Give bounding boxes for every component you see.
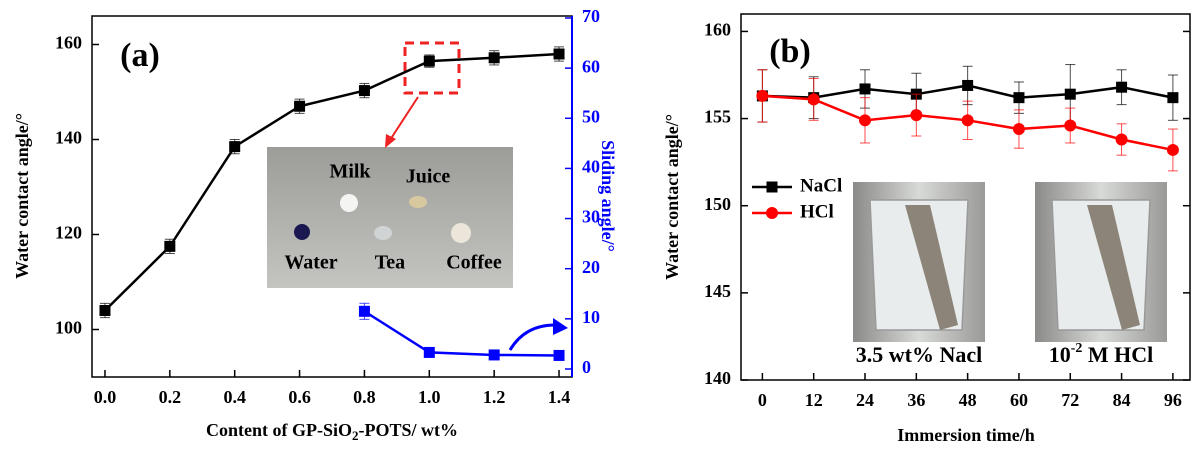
x-tick-label: 1.4	[548, 387, 571, 407]
x-tick-label: 1.2	[483, 387, 506, 407]
y2-tick-label: 20	[582, 257, 600, 277]
x-tick-label: 24	[856, 390, 874, 410]
inset-label: Milk	[329, 161, 371, 183]
y-axis-title: Water contact angle/°	[12, 113, 32, 279]
data-point	[294, 101, 305, 112]
x-tick-label: 0.4	[223, 387, 246, 407]
y-tick-label: 140	[704, 368, 731, 388]
legend-marker	[766, 207, 778, 219]
y-tick-label: 155	[704, 107, 731, 127]
inset-label: Juice	[406, 166, 451, 188]
data-point	[554, 350, 565, 361]
x-tick-label: 0.2	[159, 387, 182, 407]
inset-label: Tea	[375, 252, 405, 274]
x-tick-label: 60	[1010, 390, 1028, 410]
data-point	[164, 241, 175, 252]
x-tick-label: 1.0	[418, 387, 441, 407]
x-tick-label: 84	[1113, 390, 1131, 410]
data-point	[1116, 133, 1128, 145]
data-point	[859, 114, 871, 126]
inset-photo	[853, 182, 1167, 342]
data-point	[229, 141, 240, 152]
panel-label: (a)	[120, 37, 160, 74]
y2-tick-label: 50	[582, 106, 600, 126]
figure: Milk Juice Water Tea Coffee 3.5 wt% Nacl…	[0, 0, 1204, 449]
data-point	[424, 347, 435, 358]
data-point	[1167, 92, 1178, 103]
data-point	[99, 305, 110, 316]
data-point	[424, 56, 435, 67]
y-tick-label: 160	[704, 20, 731, 40]
y-tick-label: 160	[55, 33, 82, 53]
data-point	[359, 85, 370, 96]
inset-label: Water	[284, 252, 337, 274]
y2-tick-label: 60	[582, 56, 600, 76]
data-point	[554, 49, 565, 60]
data-point	[1167, 144, 1179, 156]
data-point	[1065, 89, 1076, 100]
y-axis-title: Water contact angle/°	[662, 114, 682, 280]
data-point	[860, 83, 871, 94]
y-tick-label: 145	[704, 281, 731, 301]
arrow	[510, 318, 568, 350]
x-tick-label: 0.8	[353, 387, 376, 407]
x-tick-label: 96	[1164, 390, 1182, 410]
data-point	[756, 90, 768, 102]
y-tick-label: 150	[704, 194, 731, 214]
inset-label: 3.5 wt% Nacl	[856, 342, 982, 367]
data-point	[910, 109, 922, 121]
x-tick-label: 48	[959, 390, 977, 410]
panel-label: (b)	[769, 33, 811, 70]
y-tick-label: 140	[55, 128, 82, 148]
data-point	[1013, 123, 1025, 135]
x-tick-label: 0.6	[288, 387, 311, 407]
data-point	[808, 93, 820, 105]
y2-tick-label: 40	[582, 157, 600, 177]
data-point	[962, 80, 973, 91]
y2-tick-label: 70	[582, 6, 600, 26]
x-tick-label: 0.0	[94, 387, 117, 407]
data-point	[359, 306, 370, 317]
legend-marker	[767, 182, 778, 193]
inset-label: Coffee	[446, 252, 502, 274]
y2-tick-label: 30	[582, 207, 600, 227]
x-tick-label: 0	[758, 390, 767, 410]
data-point	[489, 349, 500, 360]
arrow	[385, 97, 418, 148]
legend-label: HCl	[800, 201, 834, 222]
x-axis-title: Immersion time/h	[897, 425, 1034, 445]
x-axis-title: Content of GP-SiO2-POTS/ wt%	[206, 420, 458, 443]
y2-tick-label: 0	[582, 357, 591, 377]
inset-label: 10-2 M HCl	[1049, 341, 1154, 367]
x-tick-label: 36	[907, 390, 925, 410]
data-point	[1013, 92, 1024, 103]
data-point	[1064, 120, 1076, 132]
y-tick-label: 100	[55, 318, 82, 338]
x-tick-label: 72	[1061, 390, 1079, 410]
data-point	[962, 114, 974, 126]
y-tick-label: 120	[55, 223, 82, 243]
legend-label: NaCl	[800, 175, 842, 196]
y2-axis-title: Sliding angle/°	[598, 140, 618, 252]
x-tick-label: 12	[805, 390, 823, 410]
data-line	[364, 311, 559, 355]
data-point	[489, 52, 500, 63]
y2-tick-label: 10	[582, 307, 600, 327]
data-point	[1116, 82, 1127, 93]
